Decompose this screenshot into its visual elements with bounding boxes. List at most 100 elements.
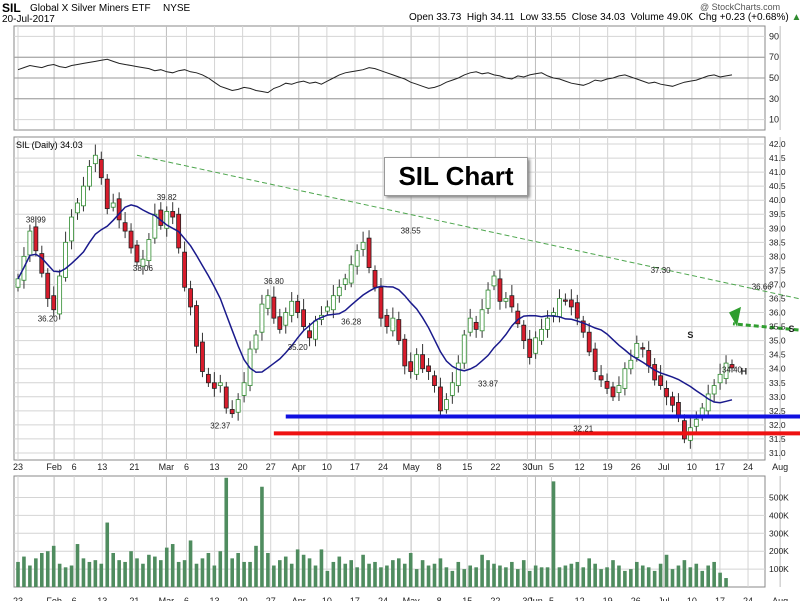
price-x-tick-label: Apr	[292, 462, 306, 472]
volume-label: Volume	[630, 12, 665, 23]
volume-bar	[426, 565, 431, 587]
candle-up	[110, 202, 116, 208]
volume-bar	[456, 561, 461, 587]
volume-bar	[254, 545, 258, 587]
volume-bar	[676, 565, 681, 587]
price-y-tick-label: 41.0	[769, 167, 786, 177]
volume-bar	[623, 570, 627, 587]
volume-bar	[51, 545, 56, 587]
volume-bar	[307, 558, 312, 587]
candle-down	[420, 354, 426, 370]
candle-up	[723, 362, 729, 379]
header-exchange: NYSE	[163, 3, 191, 14]
price-annotation: 38.99	[26, 215, 47, 224]
candle-up	[69, 216, 74, 242]
price-x-tick-label: Jun	[528, 462, 543, 472]
volume-panel-frame	[13, 475, 766, 588]
volume-bar	[652, 570, 657, 587]
price-y-tick-label: 32.5	[769, 406, 786, 416]
moving-average-line	[17, 204, 733, 404]
candle-down	[134, 244, 140, 263]
volume-x-tick-label: 19	[603, 596, 613, 601]
up-arrow-icon: ▲	[791, 12, 800, 23]
volume-bar	[551, 481, 556, 587]
candle-up	[283, 312, 289, 326]
volume-bar	[611, 560, 615, 587]
candle-down	[211, 382, 217, 389]
volume-bar	[75, 544, 80, 587]
candle-up	[551, 312, 556, 316]
low-value: 33.55	[541, 12, 567, 23]
volume-bar	[105, 522, 110, 587]
volume-bar	[385, 565, 389, 587]
candle-down	[408, 361, 414, 372]
volume-bar	[527, 570, 532, 587]
volume-x-tick-label: 13	[210, 596, 220, 601]
volume-bar	[153, 556, 157, 587]
candle-down	[676, 402, 681, 417]
price-y-tick-label: 38.0	[769, 251, 786, 261]
pattern-label: H	[741, 366, 748, 376]
volume-bar	[236, 552, 240, 587]
volume-bar	[117, 560, 121, 587]
volume-bar	[40, 552, 44, 587]
volume-bar	[289, 563, 294, 587]
volume-bar	[28, 565, 32, 587]
price-x-tick-label: 30	[522, 462, 532, 472]
candle-down	[580, 320, 586, 333]
volume-bar	[87, 561, 92, 587]
candle-down	[51, 295, 57, 311]
volume-bar	[468, 565, 472, 587]
candle-up	[92, 154, 98, 165]
candle-down	[473, 321, 479, 330]
volume-x-tick-label: 10	[322, 596, 332, 601]
candle-up	[699, 407, 705, 416]
candle-up	[634, 343, 640, 358]
candle-up	[693, 418, 699, 427]
candle-up	[342, 278, 348, 285]
volume-bar	[670, 569, 675, 587]
volume-bar	[402, 563, 407, 587]
price-y-tick-label: 39.0	[769, 223, 786, 233]
candle-up	[235, 399, 241, 413]
volume-bar	[599, 569, 603, 587]
volume-bar	[724, 578, 728, 587]
price-x-tick-label: 17	[350, 462, 360, 472]
price-x-tick-label: 10	[687, 462, 697, 472]
candle-up	[57, 275, 63, 315]
price-x-tick-label: Mar	[159, 462, 175, 472]
price-annotation: 38.55	[401, 227, 422, 236]
volume-bar	[444, 567, 449, 587]
price-x-tick-label: 5	[549, 462, 554, 472]
volume-bar	[480, 554, 484, 587]
price-y-tick-label: 37.0	[769, 279, 786, 289]
volume-bar	[367, 563, 371, 587]
volume-bar	[379, 567, 383, 587]
price-y-tick-label: 35.5	[769, 322, 786, 332]
candle-down	[586, 331, 592, 353]
price-x-tick-label: May	[403, 462, 421, 472]
volume-bar	[111, 552, 115, 587]
volume-bar	[391, 560, 395, 587]
candle-down	[610, 386, 616, 398]
volume-bar	[414, 569, 419, 587]
volume-bar	[617, 565, 621, 587]
volume-bar	[16, 561, 20, 587]
candle-up	[348, 264, 354, 284]
candle-down	[384, 314, 390, 327]
volume-x-tick-label: 17	[350, 596, 360, 601]
price-y-tick-label: 41.5	[769, 153, 786, 163]
volume-bar	[147, 554, 151, 587]
volume-bar	[45, 551, 50, 587]
candle-up	[164, 211, 170, 229]
price-annotation: 36.66	[752, 283, 773, 292]
candle-up	[75, 202, 80, 214]
price-y-tick-label: 39.5	[769, 209, 786, 219]
candle-down	[378, 286, 384, 319]
candle-up	[241, 382, 247, 396]
volume-bar	[438, 558, 443, 587]
volume-bar	[361, 554, 365, 587]
price-y-tick-label: 36.5	[769, 294, 786, 304]
volume-x-tick-label: 6	[184, 596, 189, 601]
volume-bar	[99, 563, 104, 587]
